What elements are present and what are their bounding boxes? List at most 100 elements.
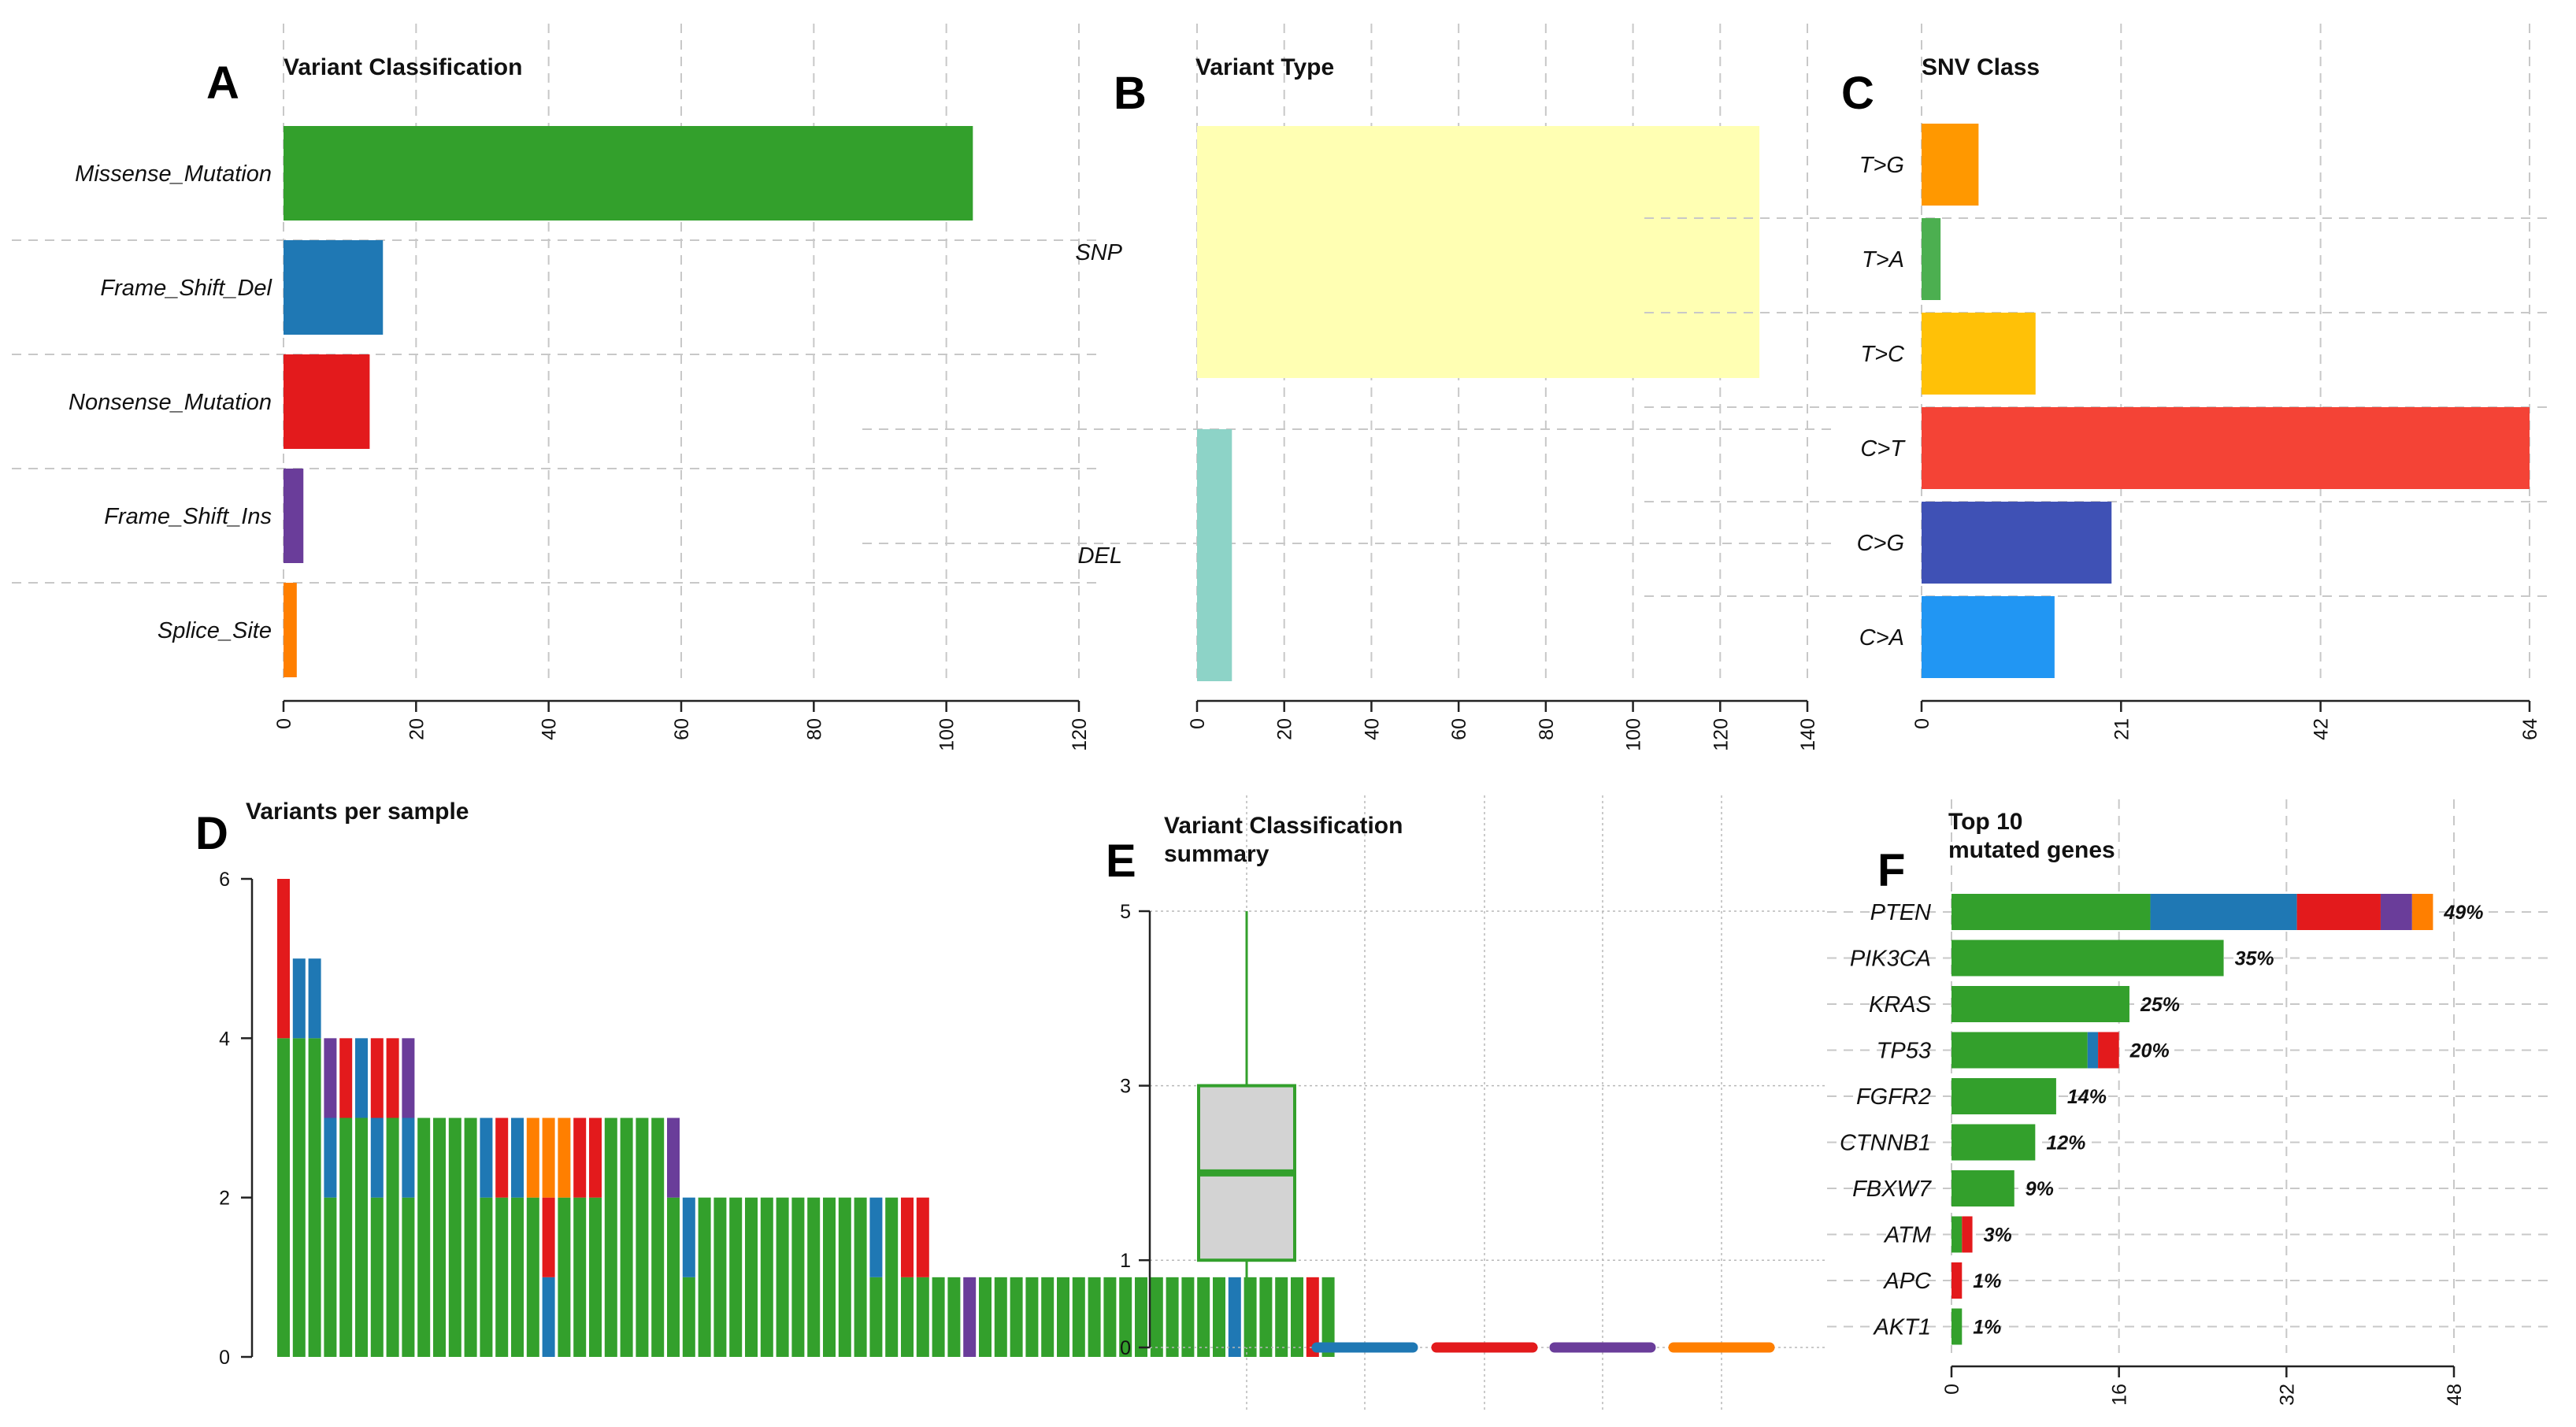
x-tick-label: 20 xyxy=(1274,718,1296,740)
panel-title: Variants per sample xyxy=(246,799,469,825)
sample-bar-segment xyxy=(292,1038,306,1357)
sample-bar-segment xyxy=(480,1197,493,1357)
bar-frame-shift-ins xyxy=(284,469,304,563)
y-tick-label: 5 xyxy=(1120,901,1131,923)
panel-title: Variant Classification xyxy=(284,54,522,80)
sample-bar-segment xyxy=(589,1197,602,1357)
sample-bar-segment xyxy=(791,1197,805,1357)
bar-pten-segment xyxy=(2150,894,2297,930)
sample-bar-segment xyxy=(1259,1277,1273,1357)
sample-bar-segment xyxy=(823,1197,836,1357)
category-label: T>G xyxy=(1859,153,1904,178)
sample-bar-segment xyxy=(916,1277,929,1357)
bar-del xyxy=(1197,429,1232,681)
bar-nonsense-mutation xyxy=(284,354,370,449)
sample-bar-segment xyxy=(1306,1277,1319,1357)
sample-bar-segment xyxy=(1041,1277,1054,1357)
bar-fbxw7-segment xyxy=(1951,1170,2014,1206)
bar-ctnnb1-segment xyxy=(1951,1124,2036,1161)
x-tick-label: 64 xyxy=(2519,718,2541,740)
x-tick-label: 100 xyxy=(1623,718,1645,751)
sample-bar-segment xyxy=(542,1118,555,1198)
sample-bar-segment xyxy=(1166,1277,1179,1357)
category-label: Nonsense_Mutation xyxy=(69,390,272,415)
sample-bar-segment xyxy=(324,1038,337,1118)
sample-bar-segment xyxy=(480,1118,493,1198)
bar-c-g xyxy=(1922,502,2112,584)
sample-bar-segment xyxy=(1088,1277,1101,1357)
x-tick-label: 40 xyxy=(539,718,561,740)
sample-bar-segment xyxy=(916,1197,929,1277)
panel-d: 0 2 4 6 Variants per sample D xyxy=(195,799,1335,1369)
sample-bar-segment xyxy=(869,1277,883,1357)
panel-e: 0 1 3 5 Variant Classification summary E xyxy=(1106,795,1825,1410)
sample-bar-segment xyxy=(1321,1277,1335,1357)
sample-bar-segment xyxy=(869,1197,883,1277)
percent-label: 35% xyxy=(2235,948,2274,970)
sample-bar-segment xyxy=(495,1197,509,1357)
sample-bar-segment xyxy=(682,1277,695,1357)
sample-bar-segment xyxy=(963,1277,977,1357)
percent-label: 9% xyxy=(2026,1178,2054,1200)
sample-bar-segment xyxy=(355,1118,368,1357)
sample-bar-segment xyxy=(511,1118,524,1198)
sample-bar-segment xyxy=(745,1197,758,1357)
sample-bar-segment xyxy=(370,1118,384,1198)
category-label: C>A xyxy=(1859,625,1904,650)
x-tick-label: 0 xyxy=(1911,718,1933,729)
percent-label: 3% xyxy=(1984,1225,2012,1247)
sample-bar-segment xyxy=(448,1118,461,1357)
bar-tp53-segment xyxy=(1951,1032,2088,1069)
sample-bar-segment xyxy=(370,1197,384,1357)
bar-missense-mutation xyxy=(284,126,973,221)
panel-c: T>G T>A T>C C>T C>G C>A 0 21 42 64 SNV Class C xyxy=(1644,24,2553,740)
sample-bar-segment xyxy=(526,1118,539,1198)
sample-bar-segment xyxy=(1135,1277,1147,1357)
bar-pik3ca-segment xyxy=(1951,940,2224,977)
bar-c-t xyxy=(1922,407,2530,489)
sample-bar-segment xyxy=(1119,1277,1132,1357)
sample-bar-segment xyxy=(1057,1277,1069,1357)
sample-bar-segment xyxy=(464,1118,477,1357)
gene-label: CTNNB1 xyxy=(1840,1131,1931,1156)
gene-label: TP53 xyxy=(1877,1039,1931,1064)
y-tick-label: 2 xyxy=(219,1188,230,1210)
bar-fgfr2-segment xyxy=(1951,1078,2056,1114)
category-label: DEL xyxy=(1078,543,1122,569)
x-tick-label: 60 xyxy=(671,718,693,740)
panel-f: PTEN 49% PIK3CA 35% KRAS 25% TP53 20% FGFR2 14% CT… xyxy=(1827,799,2548,1406)
category-label: T>A xyxy=(1862,247,1904,272)
sample-bar-segment xyxy=(417,1118,431,1357)
y-tick-label: 3 xyxy=(1120,1076,1131,1098)
sample-bar-segment xyxy=(932,1277,945,1357)
y-tick-label: 4 xyxy=(219,1028,230,1050)
bar-apc-segment xyxy=(1951,1262,1963,1299)
bar-atm-segment xyxy=(1962,1216,1973,1253)
gene-label: PTEN xyxy=(1870,900,1931,925)
x-tick-label: 0 xyxy=(1941,1384,1963,1395)
sample-bar-segment xyxy=(854,1197,867,1357)
sample-bar-segment xyxy=(573,1197,587,1357)
percent-label: 12% xyxy=(2046,1132,2085,1155)
sample-bar-segment xyxy=(292,958,306,1039)
sample-bar-segment xyxy=(1010,1277,1023,1357)
bar-tp53-segment xyxy=(2087,1032,2099,1069)
x-tick-label: 32 xyxy=(2276,1384,2298,1406)
bar-pten-segment xyxy=(1951,894,2151,930)
x-tick-label: 16 xyxy=(2109,1384,2131,1406)
bar-pten-segment xyxy=(2380,894,2412,930)
panel-letter: D xyxy=(195,808,228,859)
gene-label: AKT1 xyxy=(1872,1315,1931,1340)
x-tick-label: 0 xyxy=(1187,718,1209,729)
gene-label: FBXW7 xyxy=(1852,1177,1933,1202)
sample-bar-segment xyxy=(558,1197,571,1357)
bar-frame-shift-del xyxy=(284,240,384,335)
sample-bar-segment xyxy=(511,1197,524,1357)
sample-bar-segment xyxy=(979,1277,991,1357)
panel-title: Variant Type xyxy=(1195,54,1334,80)
percent-label: 1% xyxy=(1973,1317,2001,1339)
sample-bar-segment xyxy=(542,1197,555,1277)
sample-bar-segment xyxy=(589,1118,602,1198)
sample-bar-segment xyxy=(1213,1277,1225,1357)
x-tick-label: 48 xyxy=(2444,1384,2466,1406)
